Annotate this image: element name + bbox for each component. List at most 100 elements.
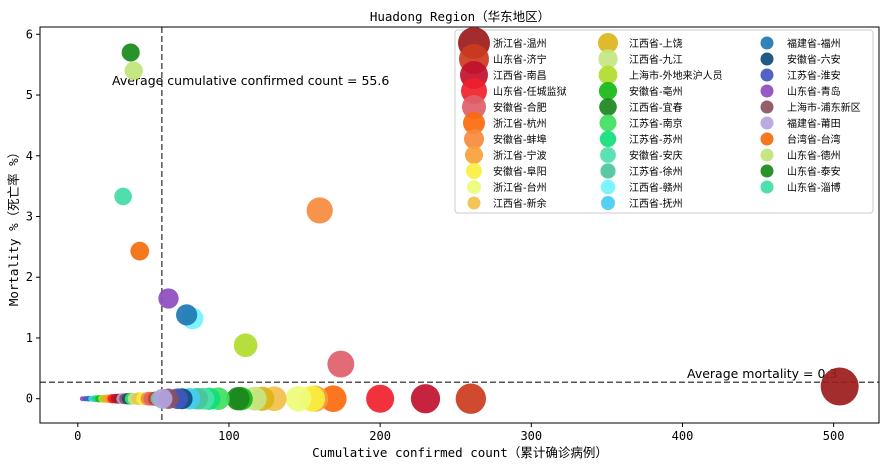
legend-marker [760,148,774,162]
data-point [306,197,333,224]
data-point [327,350,355,378]
axes-frame [39,26,880,424]
y-tick-label: 3 [26,209,33,223]
legend-marker [760,84,774,98]
legend-label: 山东省-德州 [787,149,841,162]
legend-label: 浙江省-台州 [493,181,547,194]
legend-marker [464,129,484,149]
legend-marker [599,114,617,132]
data-point [285,385,312,412]
legend-label: 浙江省-温州 [493,37,547,50]
y-axis-title: Mortality %（死亡率 %） [6,146,21,306]
legend-label: 江西省-九江 [629,53,683,66]
data-point [226,387,250,411]
legend-label: 上海市-外地来沪人员 [629,69,723,82]
data-point [233,333,258,358]
legend-label: 江西省-上饶 [629,37,683,50]
y-tick-label: 0 [26,392,33,406]
y-tick-label: 2 [26,270,33,284]
legend-marker [599,130,617,148]
x-tick-label: 500 [823,429,845,443]
axes: 0 100 200 300 400 500 0 1 2 3 4 5 6 [26,26,880,443]
chart-title: Huadong Region（华东地区） [370,9,550,24]
x-tick-label: 400 [672,429,694,443]
legend-label: 安徽省-亳州 [629,85,683,98]
legend-marker [760,100,774,114]
legend-marker [598,81,618,101]
legend-label: 安徽省-六安 [787,53,841,66]
horizontal-line-annotation: Average mortality = 0.3 [687,366,837,381]
legend-marker [760,52,774,66]
legend-label: 山东省-青岛 [787,85,841,98]
legend-label: 江苏省-淮安 [787,69,841,82]
legend-marker [600,147,616,163]
legend-label: 山东省-淄博 [787,181,841,194]
legend-marker [598,33,618,53]
legend-marker [598,65,618,85]
legend-marker [760,36,774,50]
data-point [366,384,395,413]
legend-marker [598,49,618,69]
data-point [455,383,487,414]
legend-label: 江西省-南昌 [493,69,547,82]
data-point [124,61,143,80]
legend-label: 江西省-宜春 [629,101,683,114]
data-point [114,187,132,206]
legend-marker [760,132,774,146]
legend-marker [600,163,616,179]
legend-marker [465,146,483,164]
legend-label: 浙江省-杭州 [493,117,547,130]
legend-label: 江苏省-徐州 [629,165,683,178]
legend-label: 安徽省-合肥 [493,101,547,114]
legend-label: 台湾省-台湾 [787,133,841,146]
legend-marker [467,196,481,210]
x-tick-label: 100 [218,429,240,443]
legend-label: 福建省-莆田 [787,117,841,130]
legend-marker [760,116,774,130]
legend-marker [466,163,482,179]
legend-label: 安徽省-蚌埠 [493,133,547,146]
legend-marker [599,98,617,116]
legend-marker [760,180,774,194]
legend-label: 福建省-福州 [787,37,841,50]
x-tick-label: 200 [369,429,391,443]
legend-marker [760,164,774,178]
data-point [820,367,859,406]
legend-marker [463,112,485,134]
legend-label: 安徽省-阜阳 [493,165,547,178]
legend-marker [760,68,774,82]
legend-label: 山东省-泰安 [787,165,841,178]
y-tick-label: 6 [26,27,33,41]
legend-label: 山东省-济宁 [493,53,547,66]
data-points [79,43,859,414]
x-axis-title: Cumulative confirmed count（累计确诊病例） [312,445,608,460]
legend-label: 江苏省-南京 [629,117,683,130]
data-point [319,385,347,413]
legend-label: 江西省-赣州 [629,181,683,194]
legend: 浙江省-温州山东省-济宁江西省-南昌山东省-任城监狱安徽省-合肥浙江省-杭州安徽… [454,27,874,214]
vertical-line-annotation: Average cumulative confirmed count = 55.… [112,73,389,88]
legend-label: 江西省-新余 [493,197,547,210]
data-point [158,288,179,309]
legend-label: 山东省-任城监狱 [493,85,567,98]
y-tick-label: 5 [26,88,33,102]
legend-marker [462,95,486,119]
legend-label: 江苏省-苏州 [629,133,683,146]
data-point [176,304,198,326]
legend-marker [467,180,481,194]
x-tick-label: 300 [520,429,542,443]
legend-label: 安徽省-安庆 [629,149,683,162]
x-tick-label: 0 [74,429,81,443]
y-tick-label: 4 [26,149,33,163]
data-point [410,384,441,414]
legend-marker [601,196,615,210]
y-tick-label: 1 [26,331,33,345]
legend-label: 江西省-抚州 [629,197,683,210]
reference-lines: Average cumulative confirmed count = 55.… [40,27,879,423]
legend-label: 浙江省-宁波 [493,149,547,162]
legend-marker [600,179,616,195]
data-point [152,388,173,409]
data-point [121,43,140,62]
legend-label: 上海市-浦东新区 [787,101,861,114]
